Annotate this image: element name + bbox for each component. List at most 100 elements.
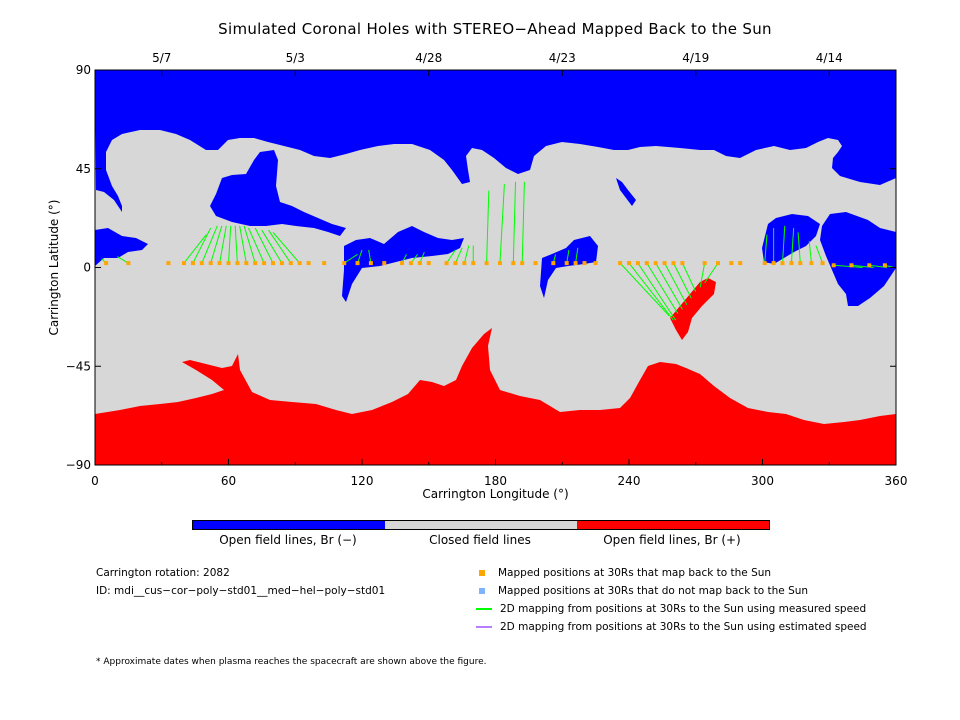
legend-measured-speed: 2D mapping from positions at 30Rs to the… — [476, 602, 866, 616]
axes: 0 60 120 180 240 300 360 90 45 0 −45 −90 5/7 5/3 4/28 4… — [47, 51, 907, 501]
mapped-point — [217, 261, 222, 266]
mapping-line — [357, 249, 363, 264]
mapping-line — [192, 227, 212, 264]
mapped-point — [627, 261, 631, 266]
mapped-point — [809, 261, 814, 266]
mapped-point — [780, 261, 785, 266]
mapping-line — [808, 241, 812, 264]
mapping-line — [646, 262, 679, 314]
mapped-point — [471, 261, 476, 266]
mapped-point — [342, 261, 347, 266]
mapped-point — [400, 261, 405, 266]
mapped-point — [182, 261, 186, 266]
x-tick-label: 60 — [221, 474, 236, 488]
mapping-line — [219, 225, 227, 264]
mapped-point — [462, 261, 467, 266]
mapped-back-swatch — [479, 570, 485, 576]
colorbar-label-open-negative: Open field lines, Br (−) — [219, 533, 357, 547]
mapped-point — [297, 261, 302, 266]
measured-speed-swatch — [476, 608, 492, 610]
mapped-point — [408, 261, 413, 266]
mapped-point — [355, 261, 360, 266]
negative-strand-250 — [616, 178, 636, 206]
colorbar-label-closed: Closed field lines — [429, 533, 531, 547]
mapped-point — [382, 261, 387, 266]
mapped-point — [511, 261, 516, 266]
mapped-point — [564, 261, 569, 266]
y-tick-label: −45 — [66, 359, 91, 373]
legend-mapped-back: Mapped positions at 30Rs that map back t… — [476, 566, 771, 580]
legend-label: Mapped positions at 30Rs that map back t… — [498, 567, 772, 579]
y-tick-label: −90 — [66, 458, 91, 472]
estimated-speed-swatch — [476, 626, 492, 628]
y-tick-label: 90 — [76, 63, 91, 77]
mapping-line — [454, 247, 463, 264]
mapping-line — [248, 227, 265, 264]
x-tick-label: 0 — [91, 474, 99, 488]
chart-title: Simulated Coronal Holes with STEREO−Ahea… — [218, 20, 772, 38]
mapped-point — [226, 261, 231, 266]
mapped-point — [662, 261, 667, 266]
mapped-point — [166, 261, 171, 266]
negative-hole-310 — [762, 214, 820, 264]
mapped-point — [199, 261, 204, 266]
map-regions — [95, 70, 896, 465]
mapping-line — [815, 245, 824, 264]
mapped-point — [798, 261, 803, 266]
y-tick-label: 45 — [76, 162, 91, 176]
top-date-label: 5/3 — [286, 51, 305, 65]
mapping-line — [790, 227, 795, 264]
mapped-point — [771, 261, 776, 266]
mapped-point — [190, 261, 195, 266]
mapped-point — [104, 261, 109, 266]
mapping-line — [343, 253, 358, 264]
mapped-point — [882, 263, 887, 268]
mapped-point — [582, 261, 587, 266]
mapped-point — [244, 261, 249, 266]
mapped-point — [306, 261, 311, 266]
mapping-line — [228, 225, 232, 264]
mapping-lines — [101, 181, 894, 321]
mapping-line — [619, 262, 670, 317]
mapped-point — [271, 261, 275, 266]
mapped-point — [235, 261, 240, 266]
mapped-point — [208, 261, 213, 266]
mapping-line — [797, 232, 801, 264]
mapped-point — [867, 263, 872, 268]
mapping-line — [637, 262, 677, 321]
x-tick-label: 180 — [484, 474, 507, 488]
mapping-line — [521, 181, 525, 264]
legend-estimated-speed: 2D mapping from positions at 30Rs to the… — [476, 620, 867, 634]
x-tick-label: 300 — [751, 474, 774, 488]
mapped-point — [635, 261, 640, 266]
top-date-label: 5/7 — [152, 51, 171, 65]
x-axis-label: Carrington Longitude (°) — [422, 487, 568, 501]
mapped-point — [417, 261, 422, 266]
north-open-negative-region — [95, 70, 896, 212]
mapped-point — [680, 261, 685, 266]
positive-hole-265 — [670, 278, 716, 340]
mapping-line — [782, 225, 786, 264]
colorbar-open-positive — [577, 521, 769, 529]
mapping-line — [272, 232, 301, 264]
mapping-line — [210, 225, 223, 264]
colorbar-closed — [385, 521, 577, 529]
mapped-point — [653, 261, 658, 266]
mapped-point — [426, 261, 431, 266]
mapping-line — [463, 245, 470, 264]
mapped-point — [702, 261, 707, 266]
mapping-line — [499, 184, 505, 264]
mapping-line — [664, 262, 688, 306]
model-id: ID: mdi__cus−cor−poly−std01__med−hel−pol… — [96, 585, 386, 597]
not-mapped-back-swatch — [479, 588, 485, 594]
mapping-line — [486, 190, 490, 264]
mapped-point — [288, 261, 293, 266]
mapped-point — [368, 261, 373, 266]
negative-hole-60 — [210, 150, 346, 236]
mapping-line — [655, 262, 683, 310]
colorbar-open-negative — [193, 521, 385, 529]
footnote: * Approximate dates when plasma reaches … — [96, 657, 487, 667]
legend-label: Mapped positions at 30Rs that do not map… — [498, 585, 809, 597]
mapped-point — [126, 261, 131, 266]
